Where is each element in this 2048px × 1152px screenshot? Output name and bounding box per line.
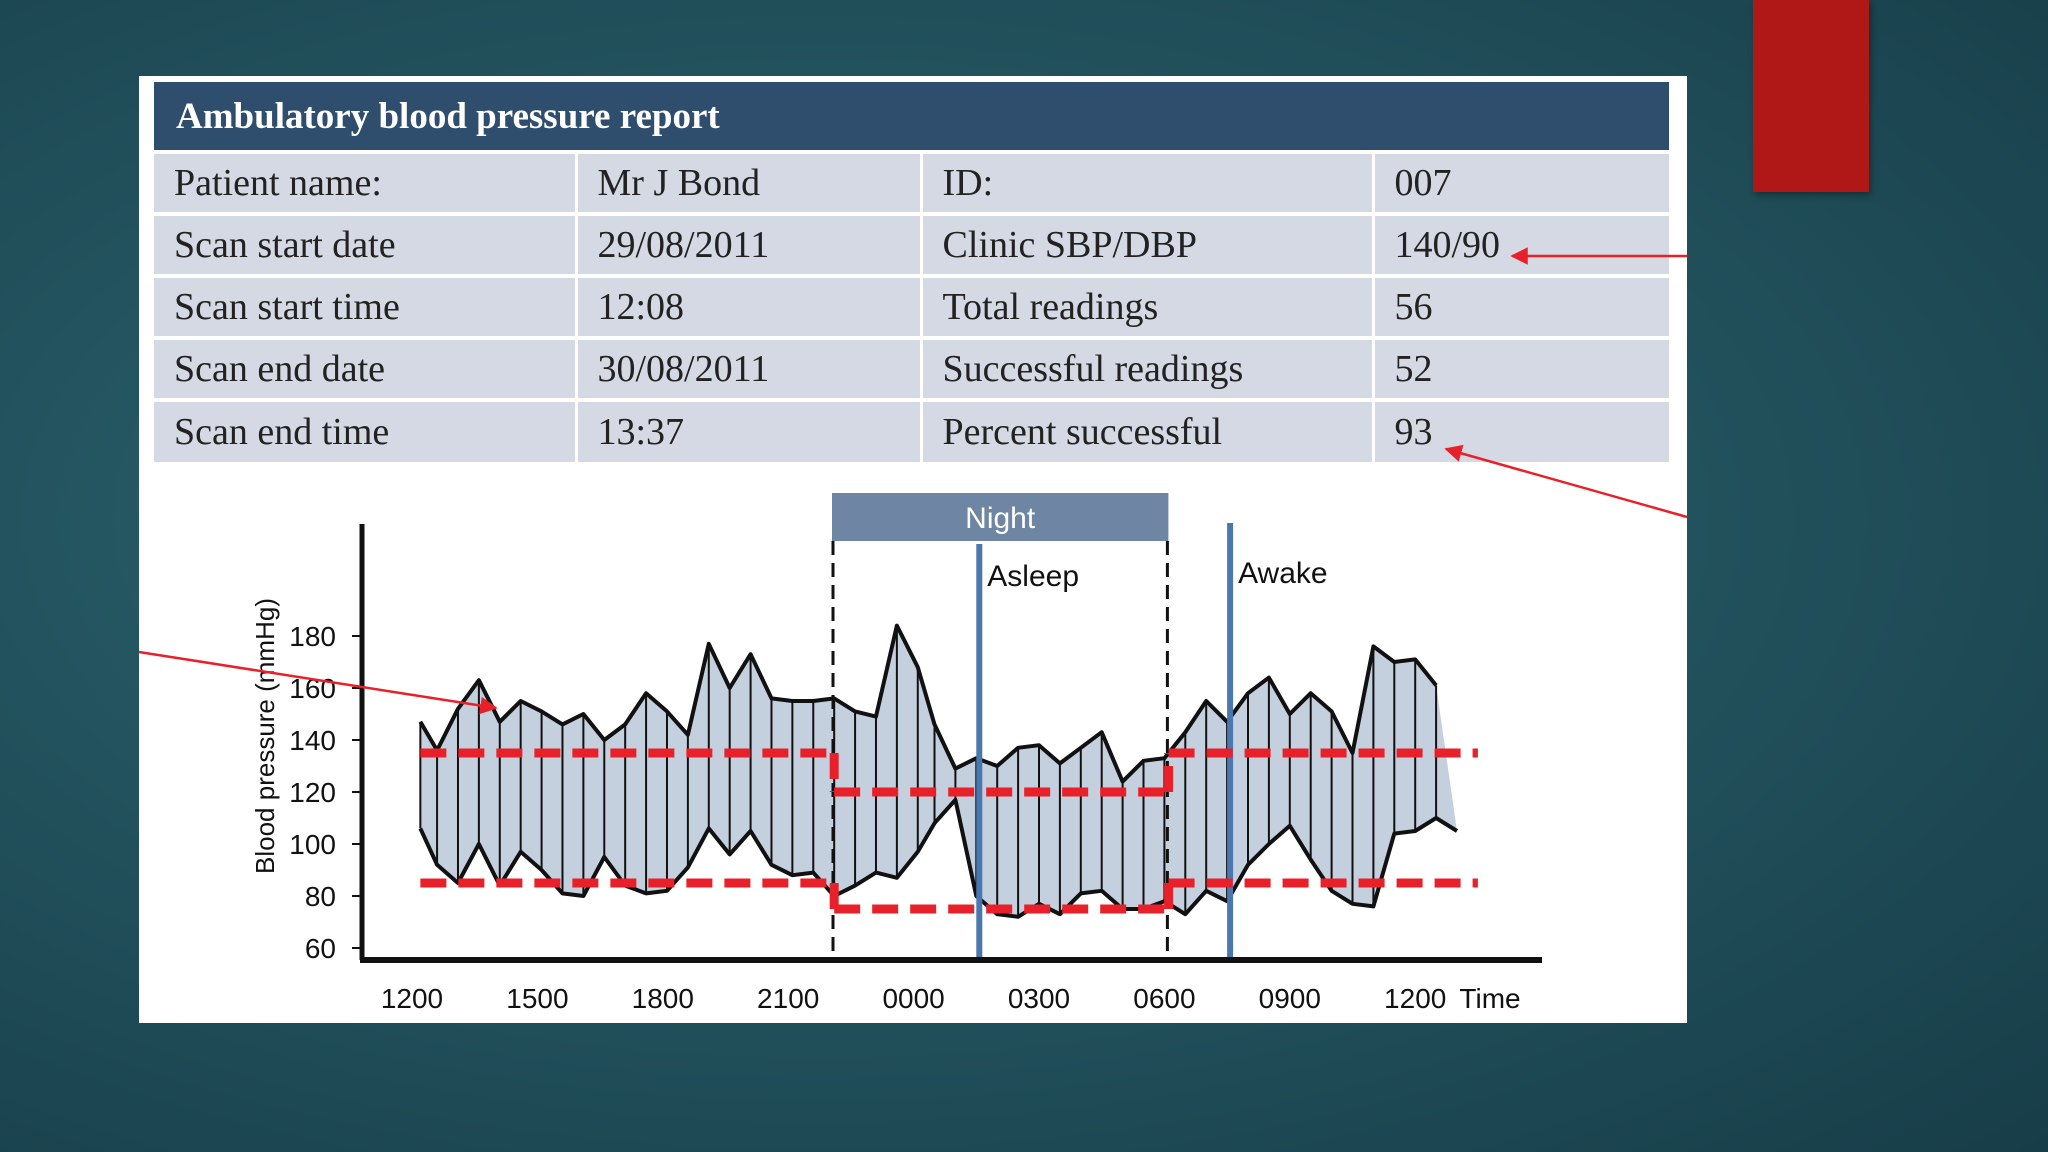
arrow-day-threshold xyxy=(138,650,498,715)
report-panel: Ambulatory blood pressure report Patient… xyxy=(154,82,1669,462)
field-label: Percent successful xyxy=(921,398,1375,462)
field-value: 56 xyxy=(1373,274,1669,338)
x-tick-label: 1200 xyxy=(381,983,443,1014)
report-row: Scan end date 30/08/2011 Successful read… xyxy=(154,336,1669,400)
arrow-percent-successful xyxy=(1444,444,1688,519)
field-label: Clinic SBP/DBP xyxy=(921,212,1375,276)
report-row: Patient name: Mr J Bond ID: 007 xyxy=(154,150,1669,214)
field-label: Patient name: xyxy=(154,150,578,214)
field-value: 12:08 xyxy=(576,274,923,338)
field-label: Scan start time xyxy=(154,274,578,338)
y-tick-label: 80 xyxy=(305,881,336,912)
field-value: 13:37 xyxy=(576,398,923,462)
night-header xyxy=(832,493,1169,541)
field-label: Scan end time xyxy=(154,398,578,462)
field-label: Total readings xyxy=(921,274,1375,338)
field-label: Scan start date xyxy=(154,212,578,276)
report-row: Scan start date 29/08/2011 Clinic SBP/DB… xyxy=(154,212,1669,276)
y-tick-label: 180 xyxy=(289,621,336,652)
x-tick-label: 2100 xyxy=(757,983,819,1014)
field-value: 29/08/2011 xyxy=(576,212,923,276)
report-row: Scan end time 13:37 Percent successful 9… xyxy=(154,398,1669,462)
y-tick-label: 120 xyxy=(289,777,336,808)
red-accent-bar xyxy=(1753,0,1869,192)
y-tick-label: 60 xyxy=(305,933,336,964)
night-label: Night xyxy=(965,502,1036,535)
field-label: ID: xyxy=(921,150,1375,214)
x-axis-label: Time xyxy=(1459,983,1520,1014)
field-label: Scan end date xyxy=(154,336,578,400)
y-tick-label: 100 xyxy=(289,829,336,860)
field-value: 140/90 xyxy=(1373,212,1669,276)
night-period: Night xyxy=(832,493,1169,541)
y-axis-label: Blood pressure (mmHg) xyxy=(250,598,280,874)
x-tick-label: 1500 xyxy=(506,983,568,1014)
report-title: Ambulatory blood pressure report xyxy=(154,82,1669,150)
systolic-line xyxy=(418,623,1438,784)
marker-label: Asleep xyxy=(987,560,1079,593)
x-tick-label: 0300 xyxy=(1008,983,1070,1014)
field-value: 52 xyxy=(1373,336,1669,400)
report-info-table: Patient name: Mr J Bond ID: 007 Scan sta… xyxy=(154,150,1669,462)
field-value: 93 xyxy=(1373,398,1669,462)
bp-band-fill xyxy=(420,625,1457,917)
field-label: Successful readings xyxy=(921,336,1375,400)
annotation-arrows xyxy=(138,247,1688,715)
x-tick-label: 0600 xyxy=(1133,983,1195,1014)
x-tick-label: 0900 xyxy=(1259,983,1321,1014)
x-tick-label: 0000 xyxy=(882,983,944,1014)
field-value: Mr J Bond xyxy=(576,150,923,214)
threshold-lines xyxy=(420,748,1478,914)
x-tick-label: 1800 xyxy=(632,983,694,1014)
x-tick-label: 1200 xyxy=(1384,983,1446,1014)
bp-band xyxy=(418,623,1459,919)
field-value: 30/08/2011 xyxy=(576,336,923,400)
field-value: 007 xyxy=(1373,150,1669,214)
report-row: Scan start time 12:08 Total readings 56 xyxy=(154,274,1669,338)
y-tick-label: 140 xyxy=(289,725,336,756)
marker-label: Awake xyxy=(1238,557,1328,590)
report-card: Ambulatory blood pressure report Patient… xyxy=(139,76,1687,1023)
